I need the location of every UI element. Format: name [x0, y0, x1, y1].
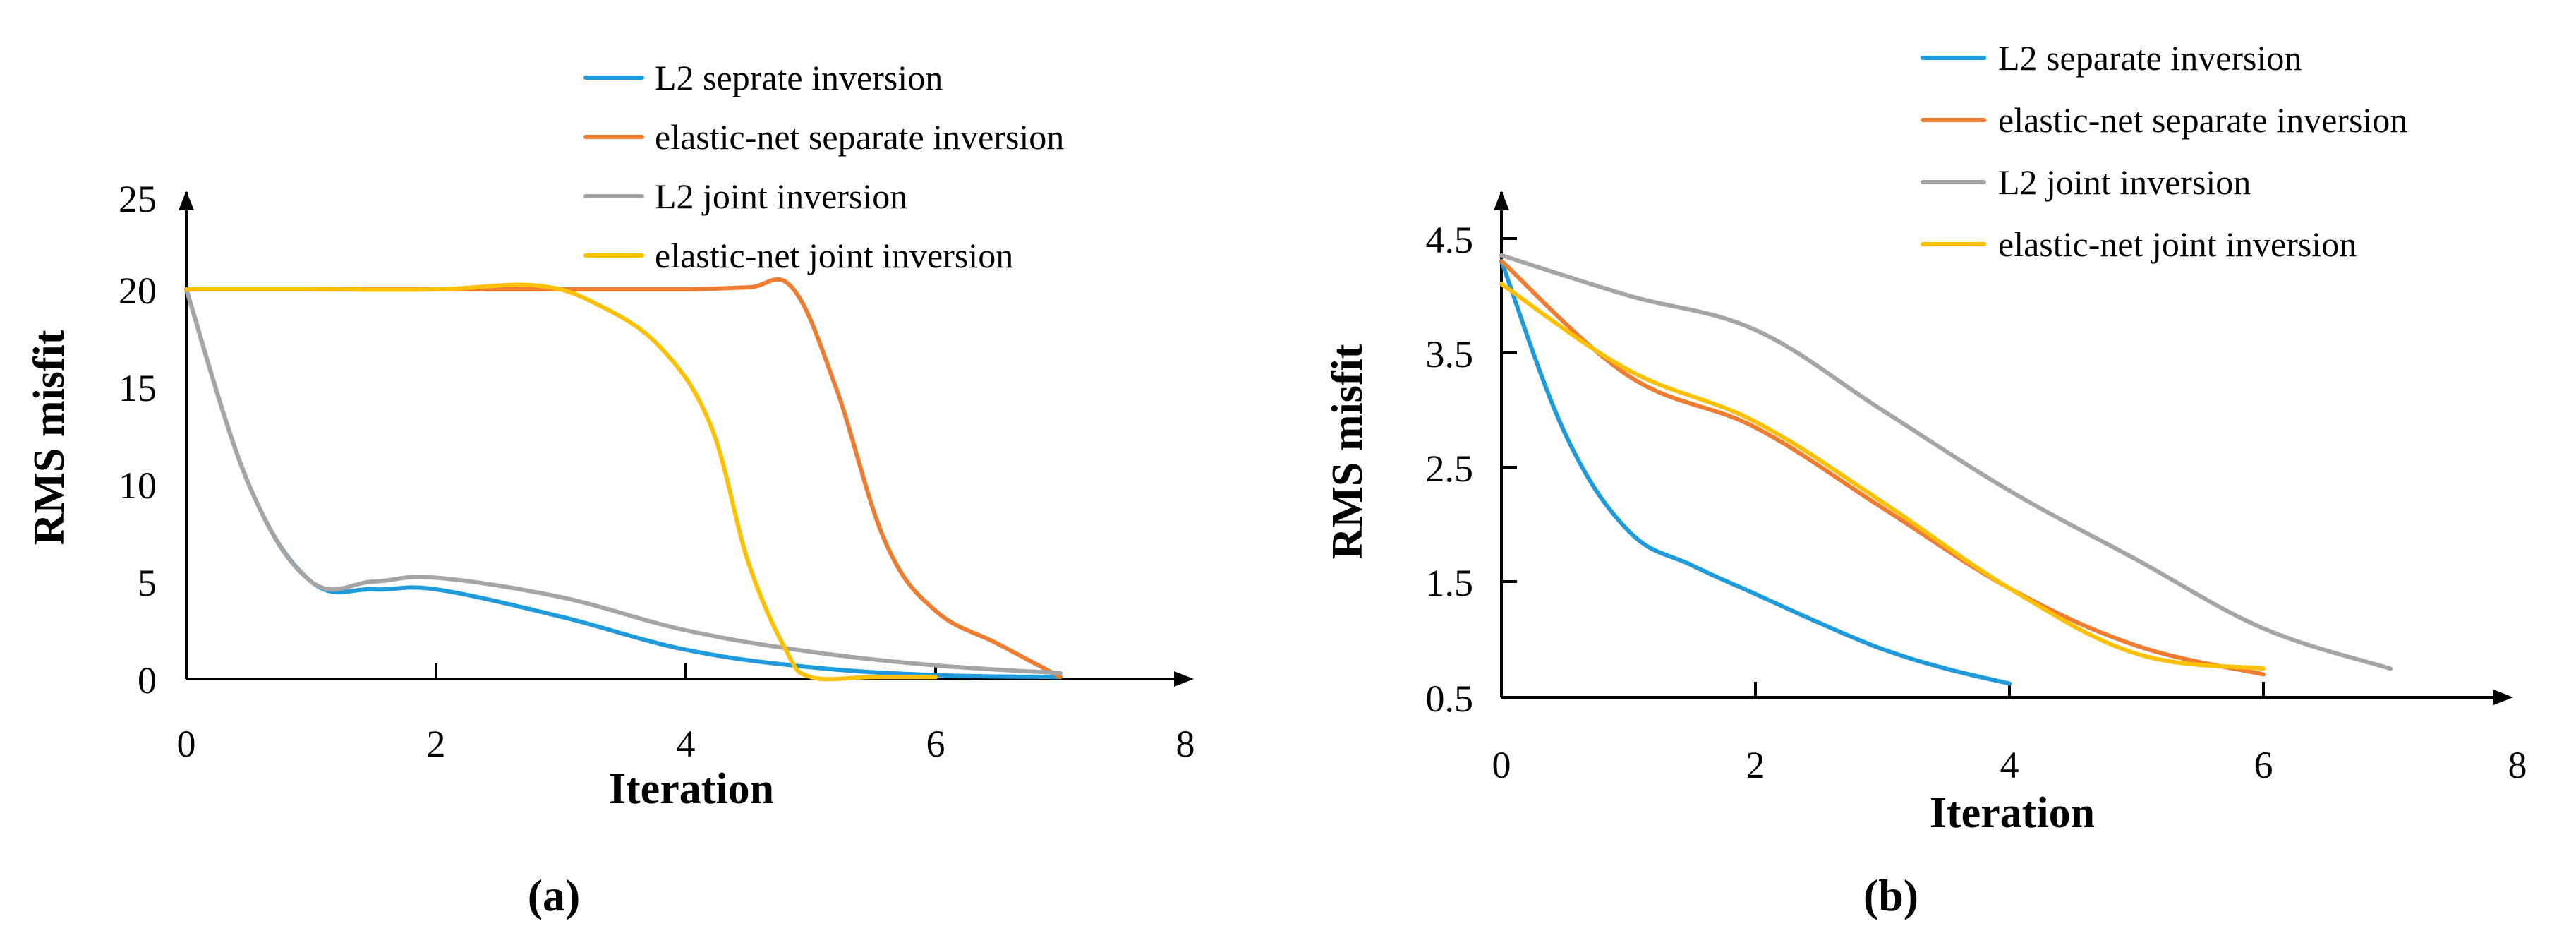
panel-a-x-tick-label: 4: [677, 723, 696, 765]
panel-a-y-ticks: 0 5 10 15 20 25: [119, 178, 157, 702]
panel-b-x-axis-title: Iteration: [1930, 789, 2095, 837]
panel-b-label: (b): [1863, 870, 1918, 920]
panel-b-y-axis-arrow: [1494, 191, 1509, 210]
panel-b-series-line-l2-separate: [1499, 258, 2012, 686]
panel-b-y-tick-label: 0.5: [1426, 678, 1474, 720]
panel-b: 0.5 1.5 2.5 3.5 4.5 0 2 4 6 8 Iteration …: [1324, 38, 2527, 920]
panel-a-x-tick-label: 8: [1176, 723, 1195, 765]
panel-b-legend-label: elastic-net joint inversion: [1998, 224, 2357, 264]
panel-b-y-tick-label: 3.5: [1426, 333, 1474, 375]
panel-a-series-line-enet-separate: [184, 277, 1063, 680]
panel-a-y-tick-label: 20: [119, 270, 157, 312]
panel-b-y-tick-label: 4.5: [1426, 219, 1474, 261]
panel-a-y-tick-label: 5: [138, 562, 157, 604]
panel-b-series-line-enet-separate: [1499, 258, 2266, 677]
panel-b-x-tick-label: 2: [1746, 744, 1765, 786]
panel-a-legend-label: elastic-net separate inversion: [655, 117, 1064, 157]
panel-b-x-tick-label: 8: [2508, 744, 2527, 786]
panel-b-y-ticks: 0.5 1.5 2.5 3.5 4.5: [1426, 219, 1517, 720]
panel-b-legend-label: L2 joint inversion: [1998, 162, 2251, 202]
panel-a-y-tick-label: 25: [119, 178, 157, 220]
panel-a-series-line-l2-separate: [184, 287, 1063, 680]
panel-a-legend: L2 seprate inversion elastic-net separat…: [583, 58, 1064, 275]
panel-b-y-tick-label: 1.5: [1426, 562, 1474, 604]
panel-a-legend-label: L2 joint inversion: [655, 176, 907, 216]
panel-b-x-ticks: 0 2 4 6 8: [1492, 682, 2527, 786]
panel-a-y-tick-label: 10: [119, 464, 157, 507]
panel-a-x-axis-title: Iteration: [609, 765, 774, 813]
panel-b-x-tick-label: 6: [2254, 744, 2273, 786]
panel-b-series-line-l2-joint: [1499, 253, 2393, 671]
panel-b-x-tick-label: 0: [1492, 744, 1511, 786]
panel-a-legend-label: L2 seprate inversion: [655, 58, 943, 97]
panel-a-x-tick-label: 2: [427, 723, 446, 765]
panel-b-series-line-enet-joint: [1499, 282, 2266, 671]
panel-b-x-axis-arrow: [2493, 690, 2513, 705]
panel-a: 0 5 10 15 20 25 0 2 4 6 8 Iteration RMS …: [25, 58, 1195, 920]
panel-b-legend-label: L2 separate inversion: [1998, 38, 2302, 78]
panel-b-legend-label: elastic-net separate inversion: [1998, 100, 2407, 140]
panel-a-series-line-l2-joint: [184, 287, 1063, 675]
panel-b-legend: L2 separate inversion elastic-net separa…: [1921, 38, 2407, 264]
panel-a-x-tick-label: 6: [926, 723, 945, 765]
panel-a-label: (a): [528, 870, 581, 920]
panel-a-legend-label: elastic-net joint inversion: [655, 236, 1013, 275]
panel-a-x-ticks: 0 2 4 6 8: [177, 663, 1195, 765]
panel-a-y-axis-title: RMS misfit: [25, 330, 73, 545]
panel-a-y-tick-label: 15: [119, 367, 157, 409]
panel-b-y-axis-title: RMS misfit: [1324, 344, 1372, 559]
panel-a-y-tick-label: 0: [138, 659, 157, 702]
panel-b-y-tick-label: 2.5: [1426, 447, 1474, 490]
panel-b-x-tick-label: 4: [2000, 744, 2019, 786]
panel-a-x-tick-label: 0: [177, 723, 196, 765]
panel-a-series-line-enet-joint: [184, 282, 938, 682]
panel-a-x-axis-arrow: [1174, 671, 1194, 687]
panel-a-y-axis-arrow: [179, 191, 194, 210]
